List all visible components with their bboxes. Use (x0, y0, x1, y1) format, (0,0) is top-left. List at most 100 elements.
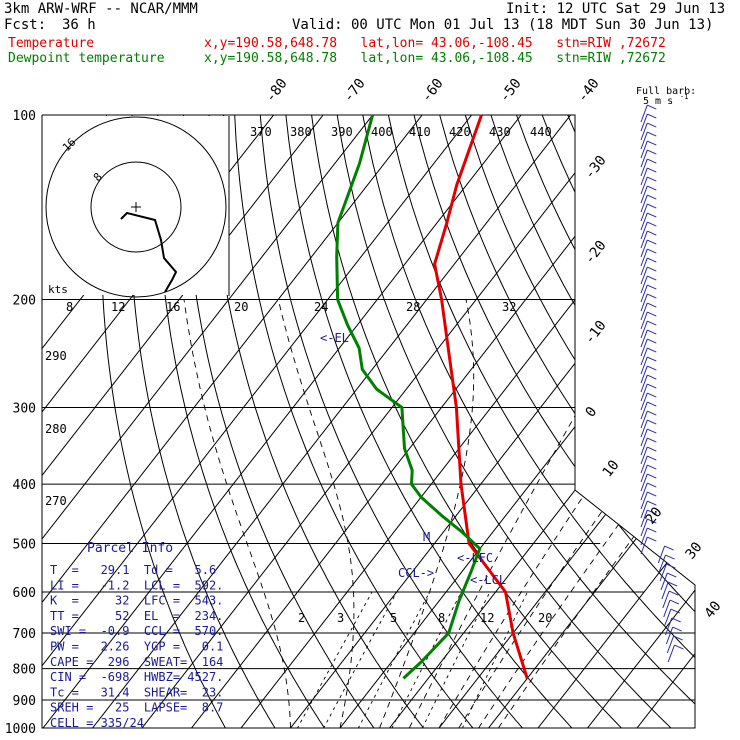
theta-label: 290 (45, 349, 67, 363)
isotherm-label: 40 (702, 598, 725, 621)
isotherm (230, 115, 695, 728)
dry-adiabat (100, 115, 234, 728)
dry-adiabat (362, 115, 695, 728)
wind-barb (640, 401, 648, 420)
valid-time: Valid: 00 UTC Mon 01 Jul 13 (18 MDT Sun … (292, 17, 714, 33)
theta-label: 380 (290, 125, 312, 139)
pressure-label: 700 (13, 627, 36, 642)
wind-barb (662, 590, 670, 609)
mixing-ratio-line (316, 591, 398, 728)
wind-barb (640, 131, 648, 150)
wind-barb (640, 320, 648, 339)
wind-barb (640, 149, 648, 168)
parcel-info-row: CAPE = 296 SWEAT= 164 (50, 655, 223, 669)
isotherm (131, 115, 632, 728)
dry-adiabat (285, 115, 585, 728)
ccl-marker: CCL-> (398, 566, 434, 580)
model-title: 3km ARW-WRF -- NCAR/MMM (4, 1, 198, 17)
wind-barb (640, 113, 648, 132)
isotherm (42, 115, 483, 728)
wind-barb (666, 635, 675, 654)
hodograph-x-tick: 16 (166, 300, 180, 314)
lfc-marker: <-LFC (457, 551, 493, 565)
wind-barb (640, 122, 648, 141)
wind-barb (640, 338, 648, 357)
isotherm-label: -20 (582, 238, 610, 268)
wind-barb (640, 464, 648, 483)
wind-barb (640, 446, 648, 465)
parcel-info-box: Parcel Info T = 29.1 Td = 5.6LI = -1.2 L… (50, 541, 223, 730)
isotherm-label: -80 (263, 76, 291, 106)
mixing-ratio-line (455, 591, 528, 728)
isotherm (181, 115, 681, 728)
parcel-info-row: K = 32 LFC = 543. (50, 594, 223, 608)
pressure-label: 400 (13, 478, 36, 493)
isotherm (577, 115, 695, 728)
temperature-profile (433, 114, 529, 679)
wind-barb (640, 176, 648, 195)
hodograph-x-tick: 8 (66, 300, 73, 314)
pressure-label: 900 (13, 694, 36, 709)
wind-barb (667, 644, 675, 663)
mixing-ratio-label: 2 (298, 611, 305, 625)
isotherm-label: -30 (582, 153, 610, 183)
theta-label: 430 (489, 125, 511, 139)
temperature-location: x,y=190.58,648.78 lat,lon= 43.06,-108.45… (204, 36, 666, 51)
wind-legend-exp: -1 (680, 93, 688, 101)
wind-barb (658, 554, 666, 573)
wind-barb (640, 347, 648, 366)
dry-adiabat (413, 115, 695, 728)
wind-barb (640, 500, 648, 519)
dry-adiabat (592, 115, 695, 728)
isotherm (428, 115, 695, 728)
forecast-label: Fcst: (4, 17, 47, 33)
isotherm (280, 115, 695, 728)
parcel-info-title: Parcel Info (87, 541, 173, 556)
pressure-label: 200 (13, 294, 36, 309)
wind-barb (640, 293, 648, 312)
wind-barb (640, 158, 648, 177)
theta-label: 280 (45, 422, 67, 436)
dry-adiabat (336, 115, 685, 728)
mixing-ratio-lines (290, 591, 528, 728)
wind-barb (660, 572, 668, 591)
wind-barb (640, 257, 648, 276)
moist-adiabat (458, 299, 695, 728)
isotherm (379, 115, 695, 728)
dry-adiabat (208, 115, 434, 728)
wind-barb (640, 275, 648, 294)
wind-barb (640, 212, 648, 231)
mixing-ratio-line (415, 591, 491, 728)
dry-adiabat (311, 115, 635, 728)
wind-barb (640, 194, 648, 213)
wind-barb (640, 230, 648, 249)
plot-frame (41, 114, 696, 729)
mixing-ratio-line (351, 591, 430, 728)
pressure-label: 100 (13, 109, 36, 124)
moist-adiabat (438, 299, 695, 728)
pressure-label: 600 (13, 586, 36, 601)
wind-barb (640, 302, 648, 321)
hodograph-x-tick: 20 (234, 300, 248, 314)
hodograph-x-tick: 28 (406, 300, 420, 314)
pressure-label: 800 (13, 663, 36, 678)
wind-barb (640, 428, 648, 447)
dry-adiabat (156, 115, 334, 728)
dry-adiabat (439, 115, 695, 728)
lcl-marker: <-LCL (470, 573, 506, 587)
wind-barb (665, 617, 673, 636)
wind-barb (659, 563, 667, 582)
dry-adiabat (234, 115, 484, 728)
wind-barb (640, 509, 648, 528)
wind-barb (640, 383, 648, 402)
parcel-info-row: SWI = -0.9 CCL = 570. (50, 624, 223, 638)
isotherm-label: 10 (600, 457, 623, 480)
wind-barb (640, 527, 648, 546)
hodograph-unit: kts (48, 283, 68, 296)
wind-barb (665, 626, 674, 645)
wind-barb (640, 311, 648, 330)
dry-adiabat (464, 115, 695, 728)
